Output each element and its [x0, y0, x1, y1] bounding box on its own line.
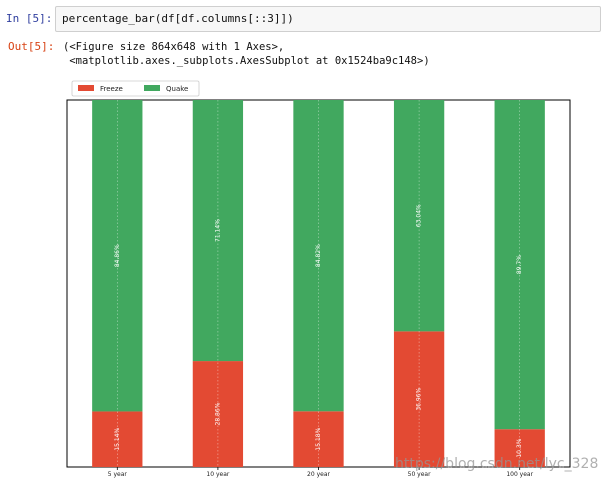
output-line: <matplotlib.axes._subplots.AxesSubplot a… — [63, 55, 430, 67]
bar-value-label: 84.86% — [114, 244, 121, 267]
x-tick-label: 5 year — [108, 471, 128, 478]
bars: 15.14%84.86%28.86%71.14%15.18%84.82%36.9… — [92, 100, 545, 467]
input-prompt: In [5]: — [6, 12, 53, 25]
bar-value-label: 36.96% — [416, 387, 423, 410]
x-tick-label: 10 year — [206, 471, 229, 478]
legend-box — [71, 80, 200, 97]
legend-label-quake: Quake — [166, 85, 188, 93]
legend-swatch-quake — [144, 85, 160, 91]
x-tick-label: 50 year — [408, 471, 431, 478]
output-prompt: Out[5]: — [8, 40, 55, 53]
bar-value-label: 15.18% — [315, 427, 322, 450]
code-editor[interactable]: percentage_bar(df[df.columns[::3]]) — [55, 6, 601, 32]
x-tick-label: 100 year — [506, 471, 533, 478]
code-text[interactable]: percentage_bar(df[df.columns[::3]]) — [62, 12, 294, 25]
output-line: (<Figure size 864x648 with 1 Axes>, — [63, 41, 285, 53]
bar-value-label: 15.14% — [114, 427, 121, 450]
x-tick-label: 20 year — [307, 471, 330, 478]
input-cell[interactable]: In [5]: percentage_bar(df[df.columns[::3… — [0, 6, 606, 36]
output-text: (<Figure size 864x648 with 1 Axes>, <mat… — [63, 40, 430, 68]
bar-value-label: 89.7% — [516, 255, 523, 274]
bar-value-label: 28.86% — [214, 402, 221, 425]
legend-swatch-freeze — [78, 85, 94, 91]
x-tick-labels: 5 year 10 year 20 year 50 year 100 year — [108, 467, 534, 478]
legend-label-freeze: Freeze — [100, 85, 123, 93]
legend: Freeze Quake — [71, 80, 200, 97]
bar-value-label: 84.82% — [315, 244, 322, 267]
bar-freeze — [192, 361, 244, 467]
watermark: https://blog.csdn.net/lyc_328 — [395, 456, 599, 472]
